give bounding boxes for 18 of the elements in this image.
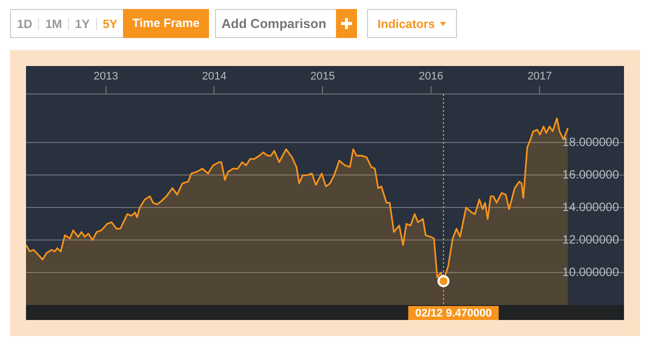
y-tick-label: 16.000000	[562, 167, 620, 182]
text: 1Y	[69, 16, 97, 30]
x-tick-label: 2014	[202, 70, 226, 82]
annotation: 02/12 9.470000	[415, 308, 492, 320]
text: Time Frame	[123, 9, 209, 38]
text: 1D	[11, 16, 40, 30]
y-tick-label: 18.000000	[562, 135, 620, 150]
text: Indicators	[376, 16, 436, 30]
x-tick-label: 2017	[527, 70, 552, 82]
x-tick-label: 2013	[94, 70, 118, 82]
x-tick-label: 2015	[310, 70, 335, 82]
y-tick-label: 10.000000	[562, 264, 620, 279]
text: 1M	[39, 16, 70, 30]
x-tick-label: 2016	[418, 70, 444, 82]
y-tick-label: 12.000000	[562, 232, 620, 246]
text: 5Y	[102, 16, 118, 30]
text: Add Comparison	[220, 16, 328, 31]
y-tick-label: 14.000000	[562, 200, 620, 214]
